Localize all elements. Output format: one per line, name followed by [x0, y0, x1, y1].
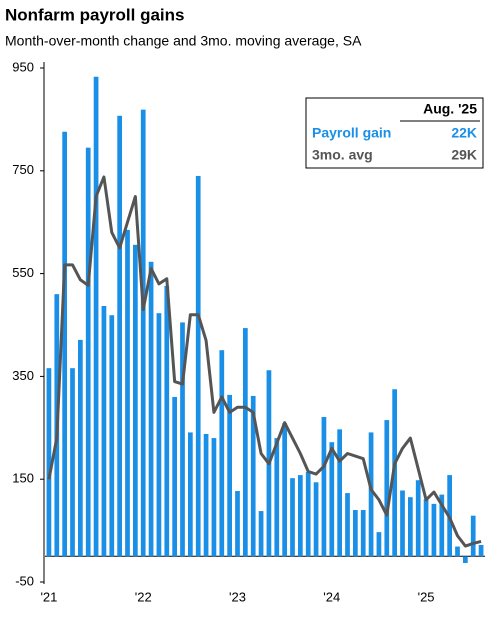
bar	[93, 76, 99, 557]
bar	[180, 322, 185, 557]
chart-title: Nonfarm payroll gains	[5, 5, 184, 24]
bar	[85, 147, 91, 557]
x-tick-label: '21	[40, 589, 57, 604]
bar	[423, 499, 429, 557]
y-tick-label: 750	[12, 162, 34, 177]
bar	[455, 546, 460, 557]
x-tick-label: '23	[229, 589, 246, 604]
bar	[70, 368, 75, 557]
y-tick-label: 950	[12, 59, 34, 74]
bar	[156, 313, 162, 557]
bar	[298, 475, 303, 557]
y-tick-label: 550	[12, 265, 34, 280]
bar	[172, 396, 177, 557]
bar	[376, 532, 382, 557]
bar	[274, 438, 280, 557]
bar	[305, 472, 311, 557]
bar	[478, 544, 484, 557]
bar	[400, 490, 405, 557]
legend-label: 3mo. avg	[312, 147, 373, 163]
bar	[329, 442, 335, 557]
chart-subtitle: Month-over-month change and 3mo. moving …	[5, 33, 362, 49]
bar	[195, 175, 201, 557]
bar	[188, 432, 193, 557]
bar	[431, 503, 437, 557]
bar	[258, 511, 264, 557]
x-tick-label: '25	[418, 589, 435, 604]
bar	[243, 328, 248, 557]
x-tick-label: '24	[323, 589, 340, 604]
bar	[250, 395, 256, 557]
bar	[227, 394, 232, 557]
bar	[384, 420, 390, 557]
x-tick-label: '22	[135, 589, 152, 604]
bar	[463, 556, 468, 563]
bar	[290, 478, 295, 557]
bar	[164, 285, 170, 557]
legend-header: Aug. '25	[423, 101, 477, 117]
average-line	[47, 175, 482, 548]
bar	[415, 480, 421, 557]
bar	[78, 339, 83, 557]
y-tick-label: 350	[12, 368, 34, 383]
bar	[101, 305, 107, 557]
y-tick-label: 150	[12, 471, 34, 486]
bar	[219, 350, 225, 557]
bar	[235, 491, 240, 557]
bar	[211, 438, 217, 557]
bar	[353, 510, 358, 557]
bar	[133, 244, 138, 557]
bar	[313, 482, 319, 557]
y-tick-label: -50	[15, 573, 34, 588]
bar	[408, 497, 413, 557]
bar	[125, 229, 130, 557]
bar	[46, 368, 52, 557]
bar	[117, 115, 122, 557]
bar	[470, 515, 476, 557]
legend-box	[305, 97, 484, 169]
bar	[148, 261, 154, 557]
bar	[337, 429, 342, 557]
bar	[368, 432, 374, 557]
bar	[321, 417, 327, 557]
bar	[360, 510, 366, 557]
legend-value: 29K	[451, 147, 477, 163]
bar	[345, 493, 350, 557]
bar	[439, 494, 445, 557]
bar	[109, 315, 115, 557]
legend-value: 22K	[451, 125, 477, 141]
bar	[203, 433, 209, 557]
bar	[62, 131, 67, 557]
bar	[282, 423, 287, 557]
bar	[140, 109, 146, 557]
legend-label: Payroll gain	[312, 125, 391, 141]
